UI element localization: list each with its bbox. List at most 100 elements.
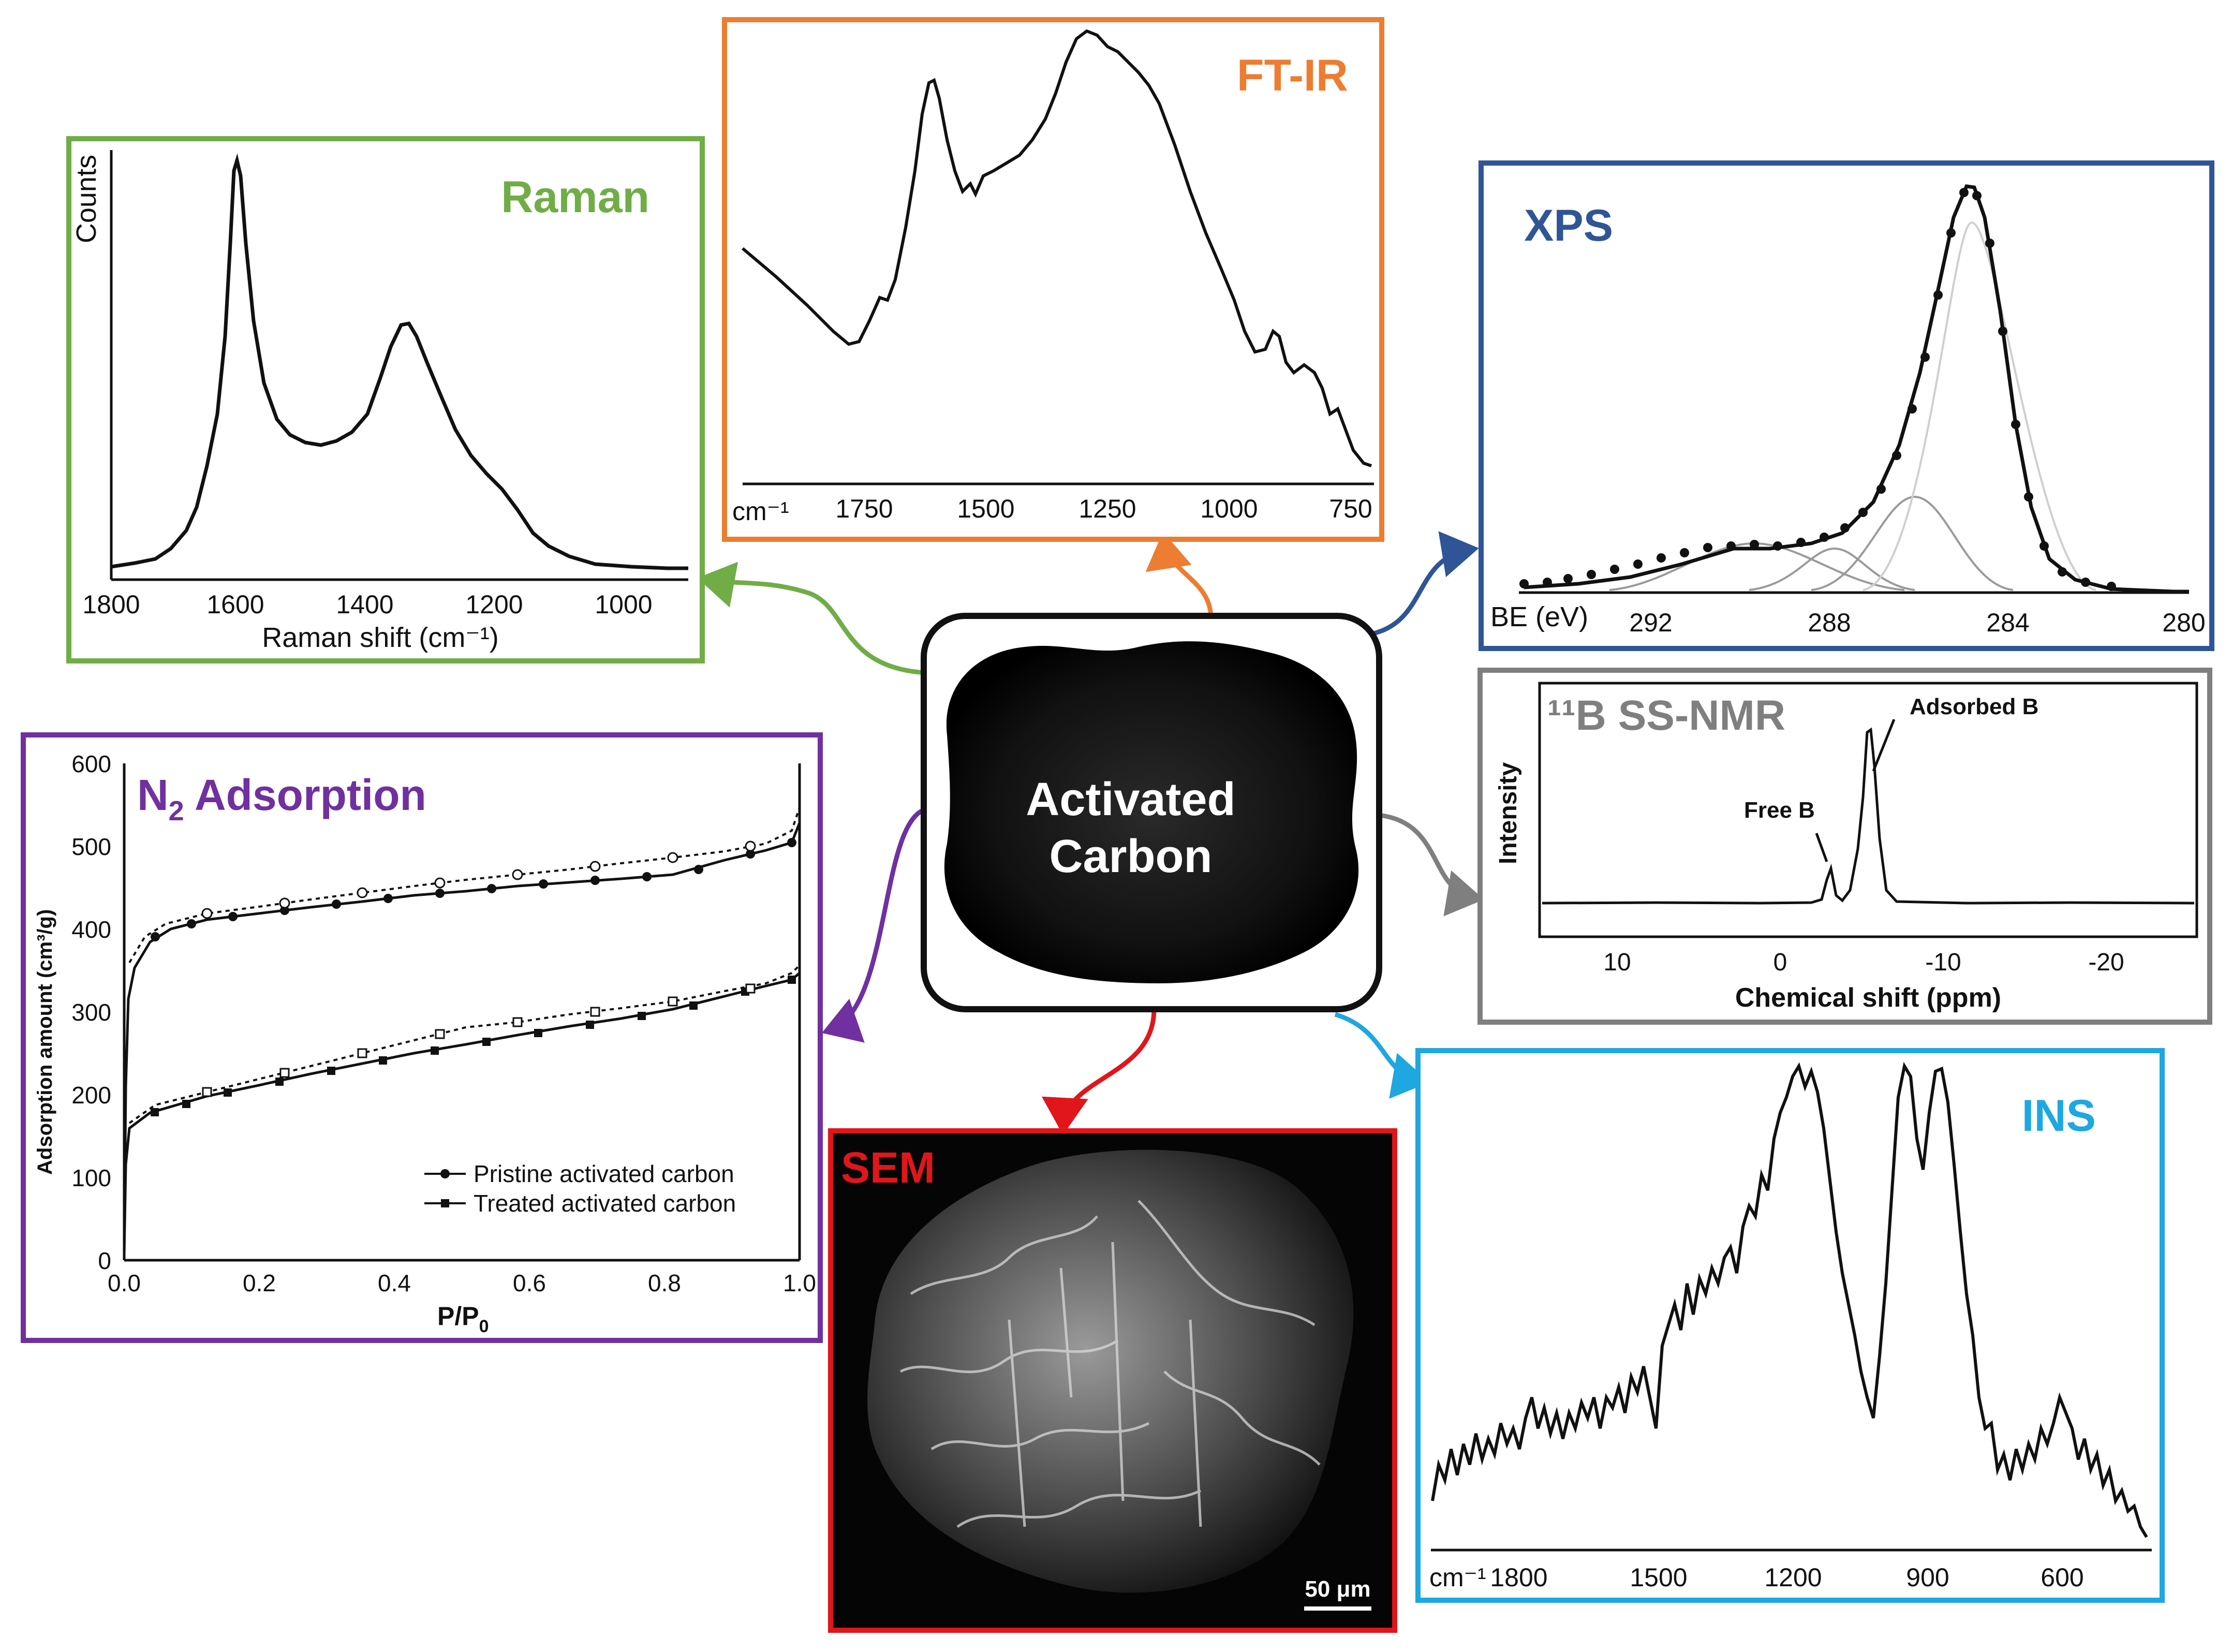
raman-tick: 1600 <box>206 590 264 619</box>
raman-spectrum <box>111 153 688 570</box>
arrow-to-nmr <box>1379 813 1484 917</box>
ftir-tick: 750 <box>1329 494 1372 523</box>
ins-tick: 900 <box>1906 1563 1949 1592</box>
raman-xlabel: Raman shift (cm⁻¹) <box>262 622 499 653</box>
n2-title-rest: Adsorption <box>184 771 426 819</box>
nmr-spectrum <box>1542 727 2195 905</box>
n2-legend-pristine: Pristine activated carbon <box>474 1160 734 1187</box>
raman-tick: 1800 <box>82 590 140 619</box>
ftir-panel: FT-IR cm⁻¹ 1750 1500 1250 1000 750 <box>722 17 1384 542</box>
nmr-tick: 0 <box>1773 949 1787 976</box>
xps-tick: 292 <box>1629 608 1672 637</box>
ins-ticks: 1800 1500 1200 900 600 <box>1490 1563 2083 1592</box>
xps-tick: 284 <box>1986 608 2029 637</box>
nmr-peak2-arrow <box>1872 719 1896 772</box>
n2-title: N2 Adsorption <box>137 771 426 827</box>
ftir-tick: 1000 <box>1200 494 1258 523</box>
nmr-plot-frame <box>1538 682 2198 938</box>
xps-unit: BE (eV) <box>1490 601 1588 632</box>
ins-spectrum <box>1431 1061 2148 1538</box>
n2-ytick: 200 <box>71 1082 111 1109</box>
nmr-tick: -10 <box>1925 949 1961 976</box>
connector-arrows <box>697 531 1484 1135</box>
nmr-panel: ¹¹B SS-NMR Intensity Free B Adsorbed B 1… <box>1477 668 2212 1025</box>
n2-treated-desorption <box>128 964 801 1124</box>
n2-xtick: 0.4 <box>378 1270 411 1296</box>
xps-data-points <box>1519 188 2116 591</box>
ftir-tick: 1750 <box>835 494 893 523</box>
arrow-to-sem <box>1042 1009 1157 1135</box>
xps-tick: 288 <box>1808 608 1851 637</box>
arrow-to-xps <box>1370 531 1479 637</box>
sem-title: SEM <box>841 1143 935 1192</box>
nmr-ticks: 10 0 -10 -20 <box>1603 949 2124 976</box>
nmr-title: ¹¹B SS-NMR <box>1547 692 1785 739</box>
nmr-xlabel: Chemical shift (ppm) <box>1735 983 2001 1013</box>
xps-panel: XPS BE (eV) 292 288 284 280 <box>1479 160 2214 651</box>
raman-tick: 1400 <box>336 590 393 619</box>
n2-legend-treated: Treated activated carbon <box>474 1190 736 1217</box>
ins-tick: 1500 <box>1630 1563 1687 1592</box>
nmr-peak1-arrow <box>1815 833 1828 862</box>
xps-ticks: 292 288 284 280 <box>1629 608 2205 637</box>
raman-panel: Raman Counts 1800 1600 1400 1200 1000 Ra… <box>66 136 705 663</box>
arrow-to-ftir <box>1145 532 1214 619</box>
ins-title: INS <box>2022 1091 2096 1141</box>
carbon-powder-image <box>944 641 1359 983</box>
arrow-to-n2 <box>822 807 925 1043</box>
n2-yticks: 600 500 400 300 200 100 0 <box>71 750 111 1274</box>
center-title-line1: Activated <box>1026 774 1235 825</box>
ftir-unit: cm⁻¹ <box>732 497 789 526</box>
ins-tick: 600 <box>2041 1563 2083 1592</box>
arrow-to-raman <box>697 562 927 675</box>
n2-xticks: 0.0 0.2 0.4 0.6 0.8 1.0 <box>108 1270 816 1296</box>
n2-xtick: 0.2 <box>243 1270 276 1296</box>
xps-envelope <box>1524 184 2189 594</box>
nmr-tick: 10 <box>1603 949 1631 976</box>
center-node: Activated Carbon <box>921 613 1382 1012</box>
ftir-tick: 1250 <box>1078 494 1136 523</box>
center-title-line2: Carbon <box>1050 831 1213 882</box>
nmr-peak1-label: Free B <box>1744 798 1815 823</box>
n2-markers <box>151 838 796 1116</box>
n2-ytick: 600 <box>71 750 111 777</box>
sem-scale-label: 50 μm <box>1305 1576 1370 1602</box>
sem-panel: SEM 50 μm <box>828 1128 1397 1633</box>
n2-xtick: 0.6 <box>513 1270 546 1296</box>
ins-tick: 1800 <box>1490 1563 1547 1592</box>
n2-xtick: 1.0 <box>783 1270 816 1296</box>
sem-micrograph <box>867 1149 1354 1593</box>
ftir-ticks: 1750 1500 1250 1000 750 <box>835 494 1372 523</box>
raman-tick: 1000 <box>595 590 652 619</box>
nmr-tick: -20 <box>2088 949 2124 976</box>
ins-panel: INS cm⁻¹ 1800 1500 1200 900 600 <box>1415 1048 2165 1603</box>
xps-tick: 280 <box>2162 608 2205 637</box>
raman-tick: 1200 <box>465 590 523 619</box>
sem-texture <box>899 1200 1321 1528</box>
raman-ticks: 1800 1600 1400 1200 1000 <box>82 590 652 619</box>
ftir-title: FT-IR <box>1237 51 1348 100</box>
n2-ytick: 100 <box>71 1164 111 1191</box>
raman-title: Raman <box>501 172 649 222</box>
ftir-tick: 1500 <box>957 494 1014 523</box>
n2-ytick: 500 <box>71 833 111 860</box>
xps-title: XPS <box>1524 201 1613 250</box>
ins-tick: 1200 <box>1764 1563 1822 1592</box>
n2-ytick: 0 <box>98 1247 111 1274</box>
n2-xtick: 0.0 <box>108 1270 141 1296</box>
raman-ylabel: Counts <box>71 155 102 243</box>
n2-ylabel: Adsorption amount (cm³/g) <box>34 909 56 1175</box>
n2-title-sub: 2 <box>169 795 184 827</box>
n2-title-main: N <box>137 771 169 819</box>
ins-unit: cm⁻¹ <box>1429 1563 1486 1592</box>
n2-treated-adsorption <box>123 972 801 1253</box>
n2-xtick: 0.8 <box>648 1270 681 1296</box>
n2-xlabel: P/P0 <box>437 1302 489 1336</box>
n2-ytick: 300 <box>71 999 111 1026</box>
n2-xlabel-main: P/P <box>437 1302 479 1331</box>
nmr-ylabel: Intensity <box>1495 762 1522 864</box>
n2-pristine-desorption <box>128 807 801 964</box>
ftir-spectrum <box>742 29 1372 467</box>
n2-legend: Pristine activated carbon Treated activa… <box>424 1160 736 1217</box>
